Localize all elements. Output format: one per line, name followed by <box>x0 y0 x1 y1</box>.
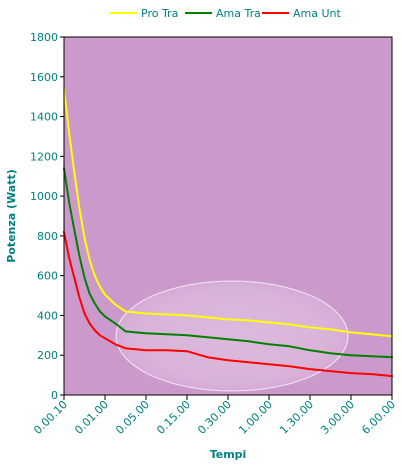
legend: Pro Tra Ama Tra Ama Unt <box>110 7 342 20</box>
y-tick-label: 1400 <box>30 111 58 124</box>
x-tick-label: 6.00.00 <box>359 398 398 437</box>
y-tick-label: 1200 <box>30 150 58 163</box>
y-tick-label: 600 <box>37 270 58 283</box>
series-line-ama-tra <box>63 167 393 359</box>
y-tick-label: 400 <box>37 309 58 322</box>
y-tick-label: 200 <box>37 349 58 362</box>
highlight-ellipse <box>115 280 349 392</box>
legend-item-ama-unt: Ama Unt <box>262 7 342 20</box>
y-tick-label: 1600 <box>30 71 58 84</box>
legend-label: Ama Unt <box>293 7 342 20</box>
x-tick-label: 0.05.00 <box>113 398 152 437</box>
legend-item-pro-tra: Pro Tra <box>110 7 178 20</box>
x-axis-label: Tempi <box>210 448 247 461</box>
y-tick-label: 1800 <box>30 31 58 44</box>
x-tick-label: 3.00.00 <box>318 398 357 437</box>
y-tick-label: 1000 <box>30 190 58 203</box>
legend-item-ama-tra: Ama Tra <box>185 7 261 20</box>
y-axis-label: Potenza (Watt) <box>5 169 18 263</box>
y-tick-label: 800 <box>37 230 58 243</box>
series-line-ama-unt <box>63 230 393 378</box>
x-tick-label: 0.00.10 <box>31 398 70 437</box>
x-tick-label: 1.30.00 <box>277 398 316 437</box>
legend-label: Ama Tra <box>216 7 261 20</box>
x-tick-label: 0.30.00 <box>195 398 234 437</box>
legend-label: Pro Tra <box>141 7 178 20</box>
series-line-pro-tra <box>63 87 393 338</box>
x-tick-label: 0.15.00 <box>154 398 193 437</box>
series-layer <box>63 87 393 378</box>
x-tick-label: 1.00.00 <box>236 398 275 437</box>
x-tick-label: 0.01.00 <box>72 398 111 437</box>
y-tick-label: 0 <box>51 389 58 402</box>
